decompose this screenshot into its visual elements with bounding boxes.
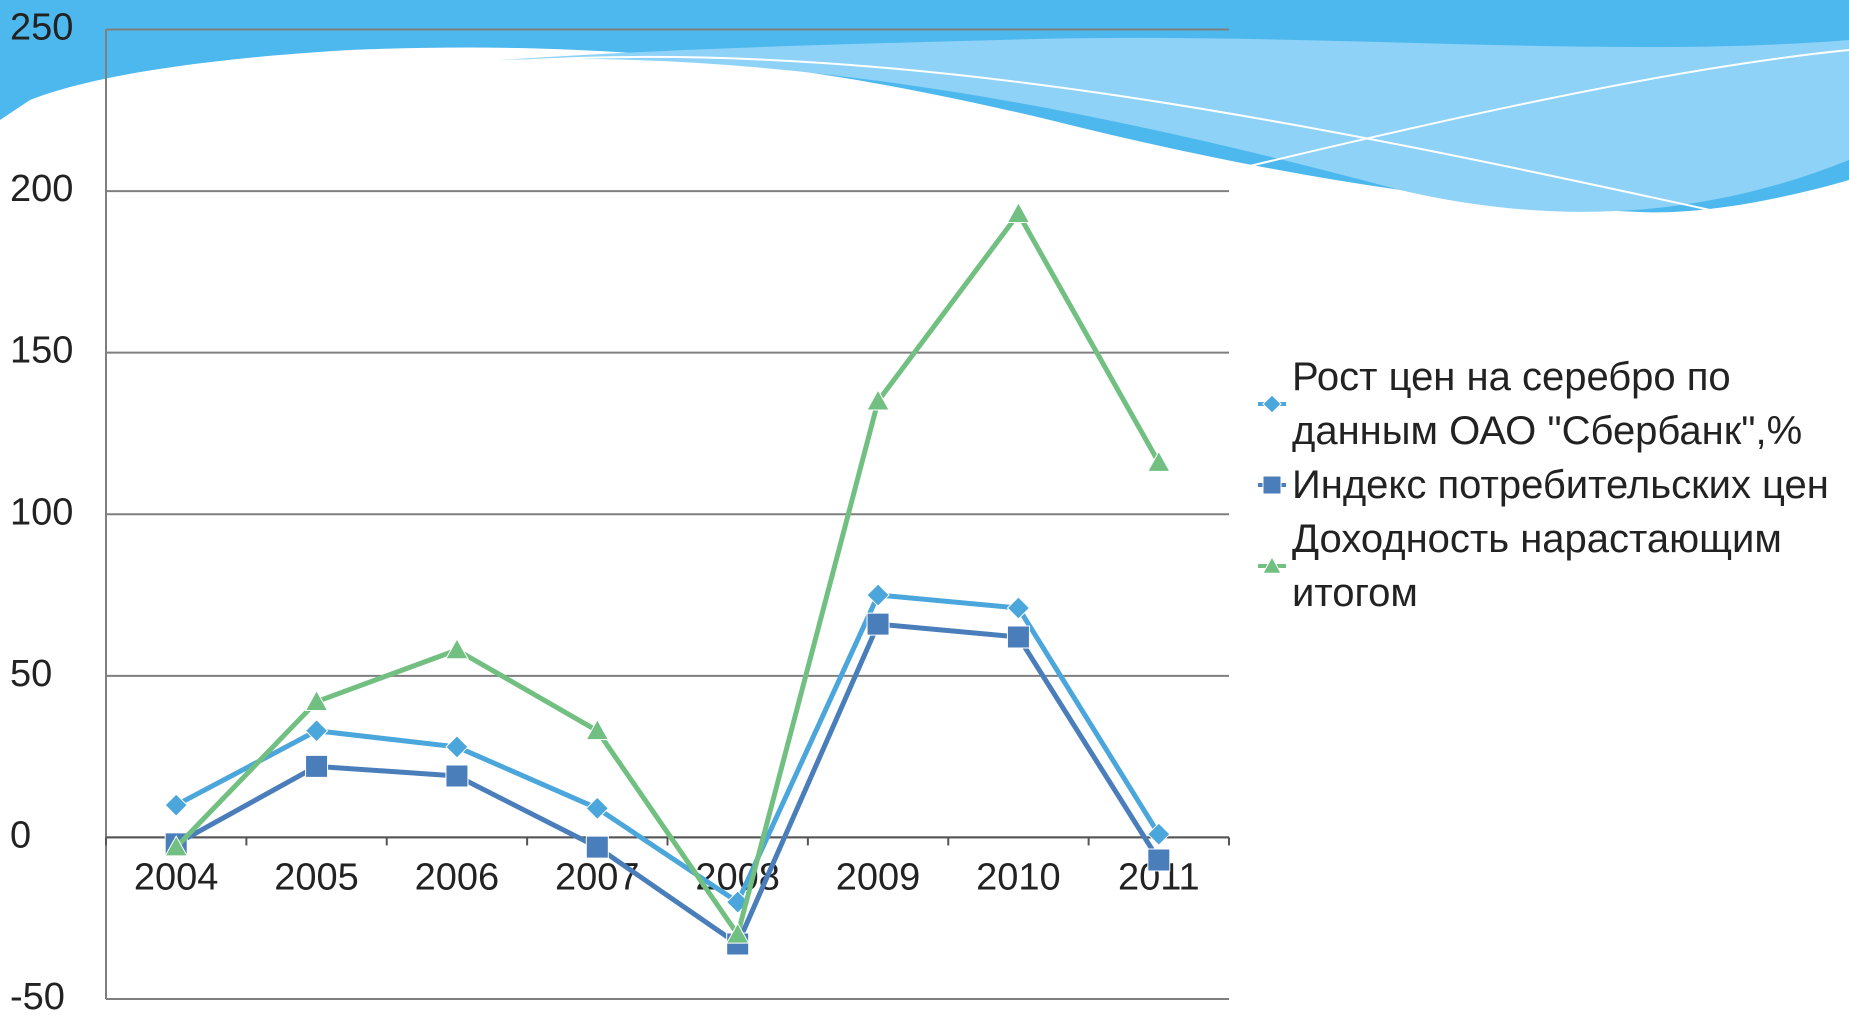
x-tick-label: 2004: [134, 856, 219, 898]
x-tick-label: 2005: [274, 856, 359, 898]
triangle-marker: [1006, 201, 1031, 224]
square-marker: [585, 835, 609, 859]
triangle-marker: [1262, 555, 1282, 574]
square-marker: [1147, 848, 1171, 872]
y-tick-label: -50: [10, 976, 65, 1018]
triangle-marker: [866, 389, 890, 411]
y-tick-label: 200: [10, 168, 73, 210]
series-line: [175, 592, 1161, 905]
triangle-marker: [1146, 450, 1171, 472]
legend-label: Доходность нарастающим итогом: [1292, 517, 1782, 615]
legend-marker: [1258, 555, 1286, 574]
diamond-marker: [304, 719, 329, 743]
decoration: [0, 0, 1849, 213]
legend-entry: Индекс потребительских цен: [1258, 458, 1843, 512]
triangle-marker: [304, 689, 329, 711]
y-tick-label: 100: [10, 491, 73, 533]
diamond-marker: [1147, 822, 1171, 846]
legend-entry: Рост цен на серебро по данным ОАО "Сберб…: [1258, 350, 1843, 458]
x-tick-label: 2010: [976, 856, 1061, 898]
legend-label: Индекс потребительских цен: [1292, 463, 1829, 507]
series-line: [174, 621, 1161, 947]
legend: Рост цен на серебро по данным ОАО "Сберб…: [1258, 350, 1843, 620]
x-tick-label: 2006: [415, 856, 500, 898]
square-marker: [1262, 475, 1282, 495]
diamond-marker: [585, 796, 610, 821]
diamond-marker: [164, 793, 188, 817]
square-marker: [1006, 625, 1030, 649]
y-tick-label: 0: [10, 814, 31, 856]
legend-marker: [1258, 475, 1286, 495]
square-marker: [305, 754, 329, 778]
y-tick-label: 50: [10, 653, 52, 695]
x-tick-label: 2007: [555, 856, 640, 898]
diamond-marker: [1262, 394, 1282, 414]
legend-entry: Доходность нарастающим итогом: [1258, 512, 1843, 620]
series-line: [174, 211, 1161, 937]
y-tick-label: 250: [10, 7, 73, 49]
legend-marker: [1258, 394, 1286, 414]
square-marker: [866, 612, 890, 636]
triangle-marker: [164, 835, 189, 857]
triangle-marker: [445, 637, 469, 660]
diamond-marker: [866, 583, 890, 607]
x-tick-label: 2009: [836, 856, 921, 898]
diamond-marker: [1006, 596, 1031, 620]
legend-label: Рост цен на серебро по данным ОАО "Сберб…: [1292, 355, 1803, 453]
y-tick-label: 150: [10, 330, 73, 372]
triangle-marker: [725, 922, 750, 944]
diamond-marker: [445, 735, 469, 759]
square-marker: [445, 764, 469, 788]
triangle-marker: [585, 718, 610, 741]
